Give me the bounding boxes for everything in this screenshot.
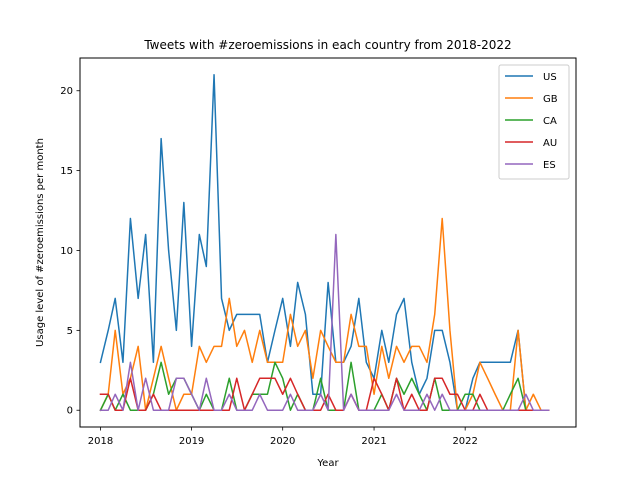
y-tick-label: 20 bbox=[60, 86, 73, 97]
y-tick-label: 10 bbox=[60, 246, 73, 257]
x-axis: 2018 2019 2020 2021 2022 bbox=[88, 427, 478, 447]
x-tick-label: 2022 bbox=[452, 436, 477, 447]
y-tick-label: 5 bbox=[67, 326, 73, 337]
series-line-gb bbox=[99, 217, 550, 412]
plot-frame bbox=[79, 57, 577, 428]
legend-box bbox=[498, 64, 570, 180]
y-tick-label: 15 bbox=[60, 166, 73, 177]
x-tick-label: 2021 bbox=[361, 436, 386, 447]
x-tick-label: 2018 bbox=[88, 436, 113, 447]
legend-label-ca: CA bbox=[543, 116, 557, 127]
legend-label-es: ES bbox=[543, 160, 556, 171]
x-tick-label: 2020 bbox=[270, 436, 295, 447]
y-axis: 0 5 10 15 20 bbox=[60, 86, 80, 417]
legend-label-gb: GB bbox=[543, 94, 558, 105]
y-tick-label: 0 bbox=[67, 406, 73, 417]
legend: US GB CA AU ES bbox=[498, 64, 570, 180]
x-tick-label: 2019 bbox=[179, 436, 204, 447]
series-layer bbox=[99, 74, 550, 412]
legend-label-au: AU bbox=[543, 138, 557, 149]
x-axis-label: Year bbox=[316, 458, 339, 469]
chart-title: Tweets with #zeroemissions in each count… bbox=[143, 38, 511, 52]
series-line-es bbox=[99, 233, 550, 411]
legend-label-us: US bbox=[543, 72, 557, 83]
y-axis-label: Usage level of #zeroemissions per month bbox=[35, 138, 46, 347]
